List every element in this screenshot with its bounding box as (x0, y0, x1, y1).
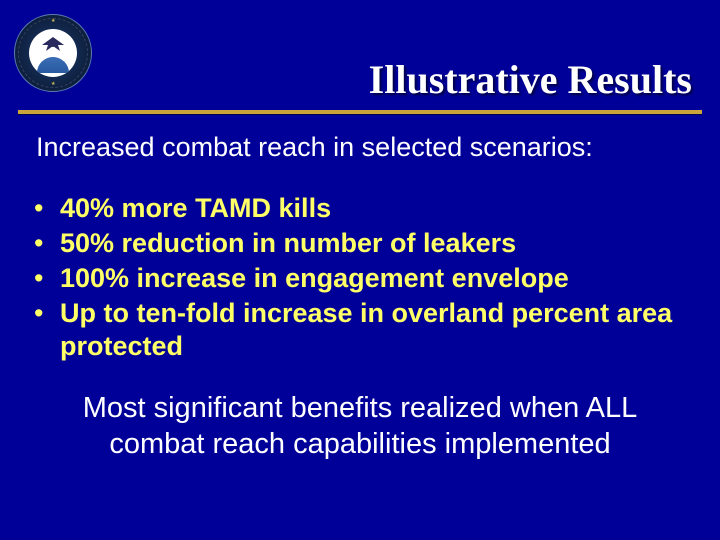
bullet-text: 100% increase in engagement envelope (60, 262, 680, 295)
bullet-marker: • (34, 192, 60, 225)
agency-seal-logo: ★ ★ (14, 14, 92, 92)
bullet-text: Up to ten-fold increase in overland perc… (60, 297, 680, 363)
seal-outer-ring: ★ ★ (14, 14, 92, 92)
eagle-icon (36, 35, 70, 55)
bullet-marker: • (34, 297, 60, 330)
seal-inner-disc (29, 29, 77, 77)
bullet-list: • 40% more TAMD kills • 50% reduction in… (34, 192, 680, 365)
list-item: • Up to ten-fold increase in overland pe… (34, 297, 680, 363)
bullet-marker: • (34, 262, 60, 295)
slide: ★ ★ Illustrative Results Increased comba… (0, 0, 720, 540)
bullet-text: 50% reduction in number of leakers (60, 227, 680, 260)
conclusion-text: Most significant benefits realized when … (48, 391, 672, 462)
slide-subtitle: Increased combat reach in selected scena… (36, 132, 684, 163)
globe-icon (37, 57, 69, 73)
title-divider (18, 110, 702, 114)
list-item: • 50% reduction in number of leakers (34, 227, 680, 260)
bullet-marker: • (34, 227, 60, 260)
bullet-text: 40% more TAMD kills (60, 192, 680, 225)
list-item: • 40% more TAMD kills (34, 192, 680, 225)
slide-title: Illustrative Results (100, 56, 692, 103)
list-item: • 100% increase in engagement envelope (34, 262, 680, 295)
